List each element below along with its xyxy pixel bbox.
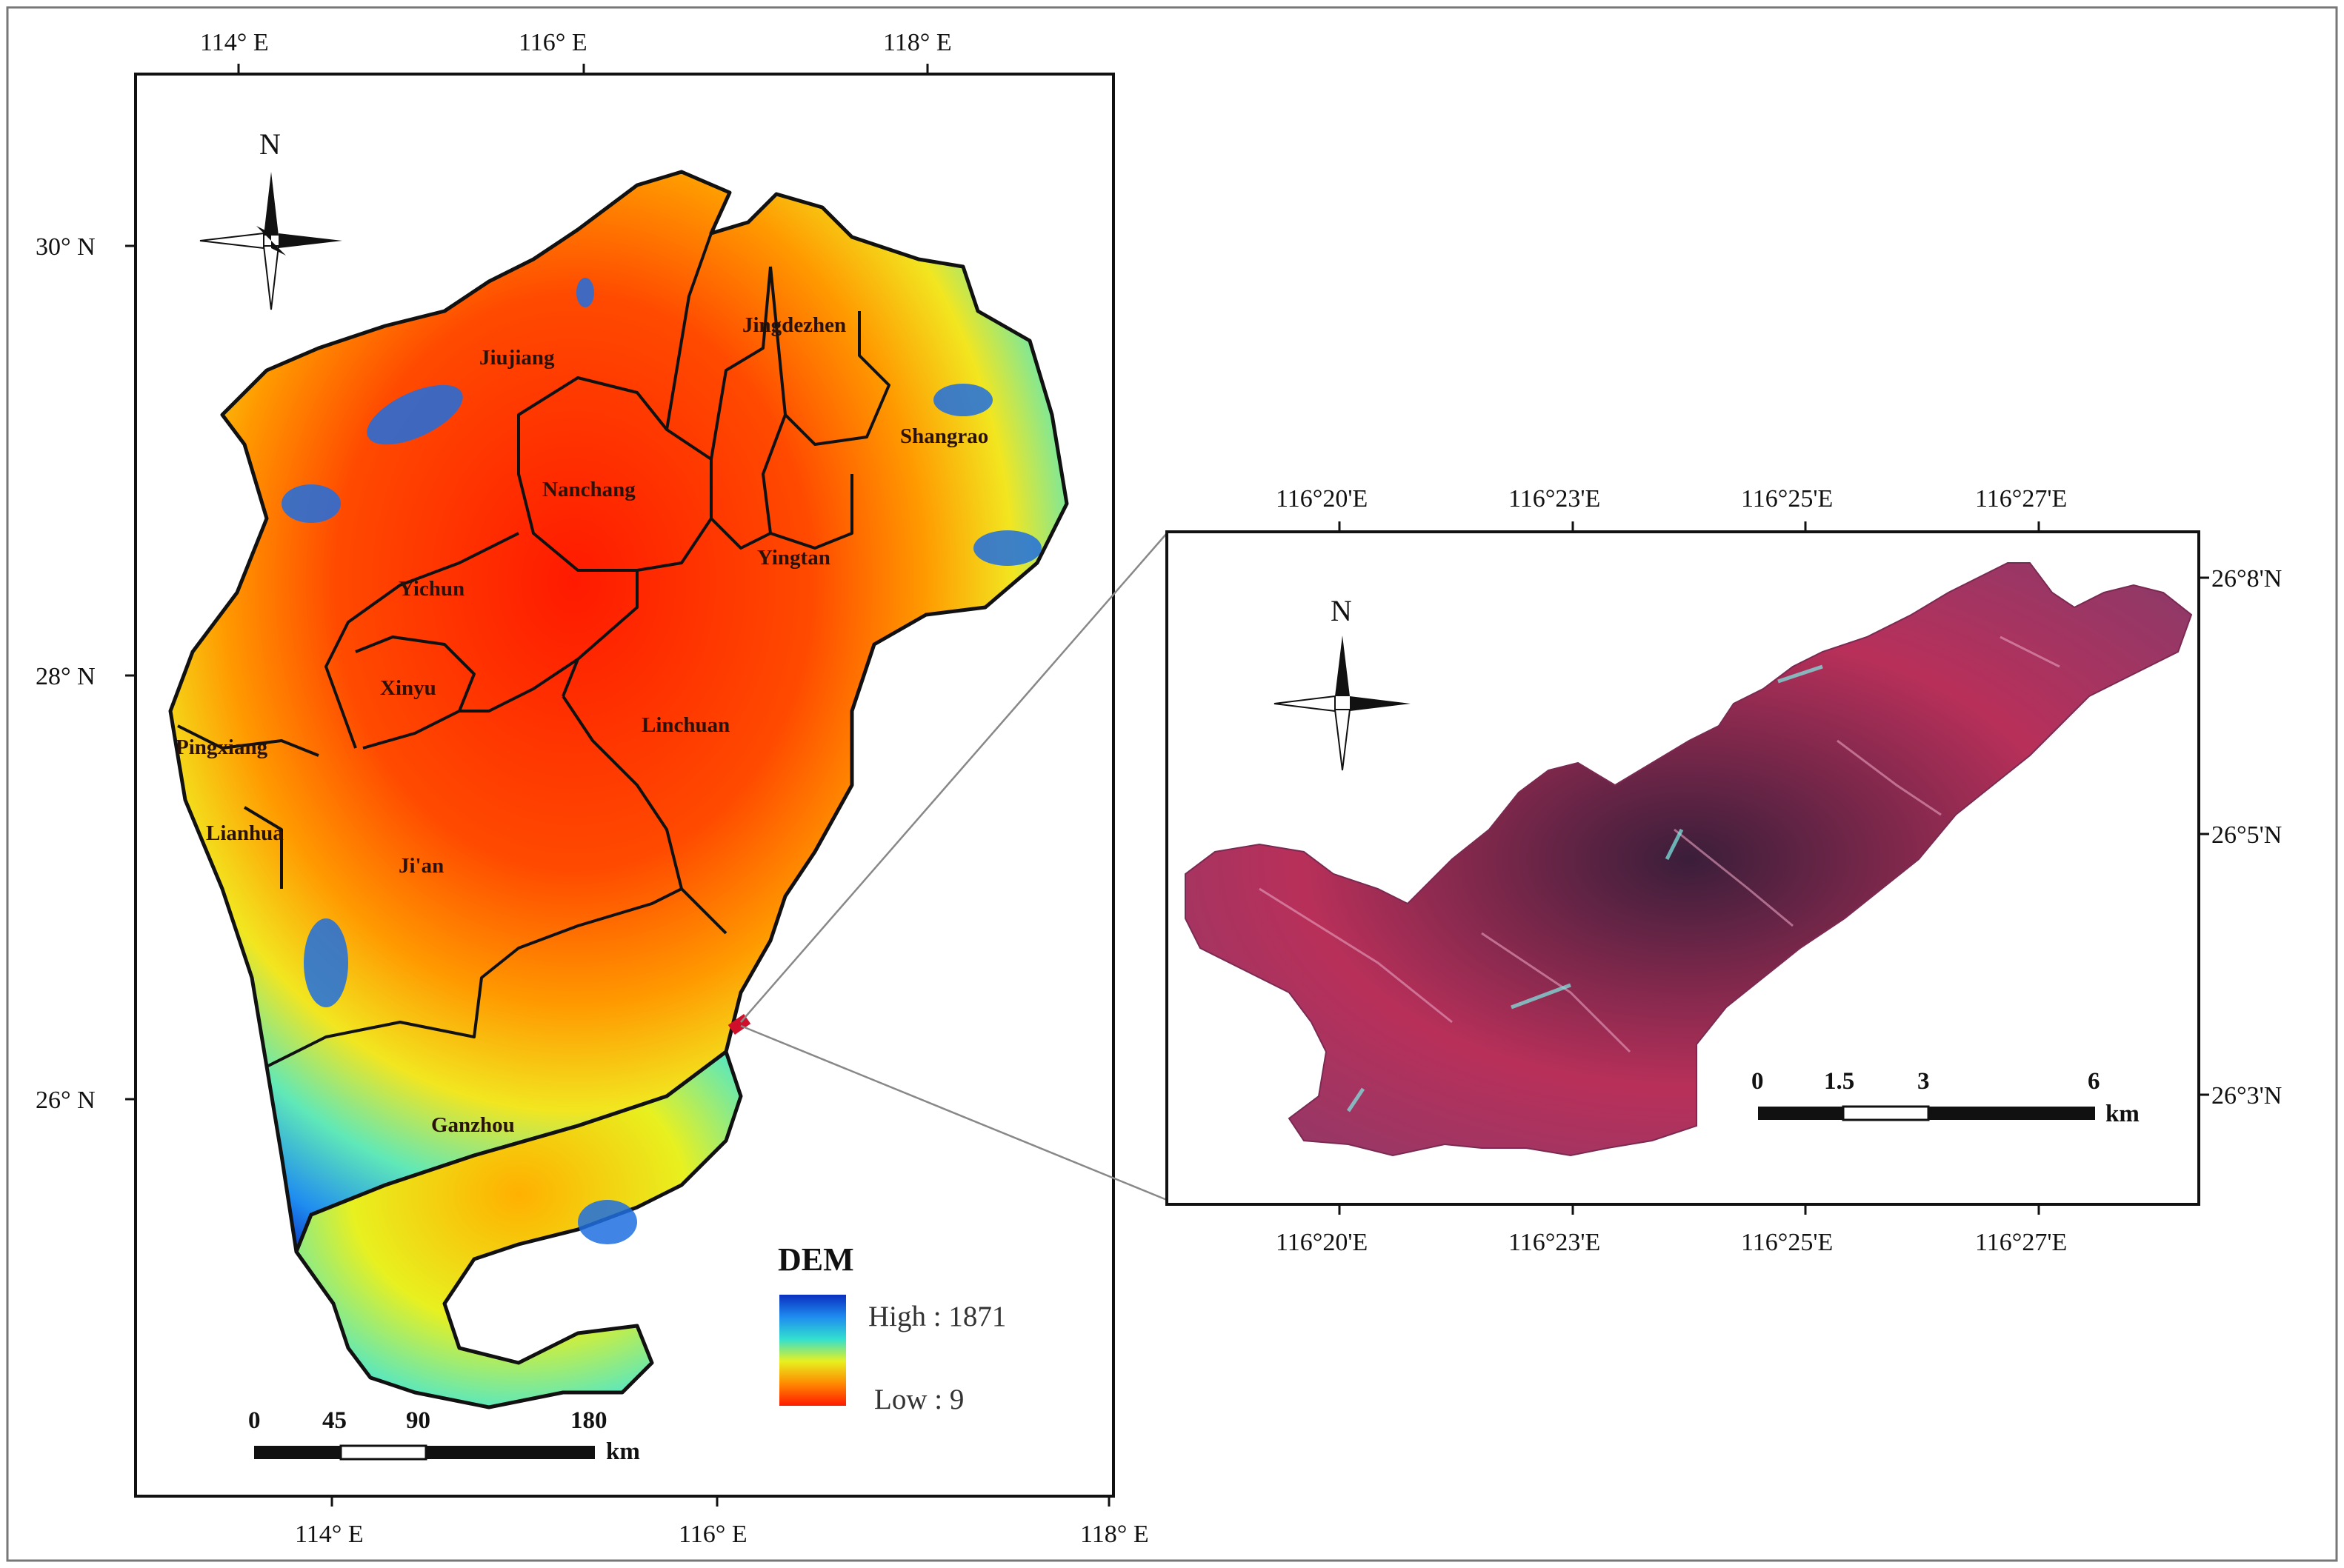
city-label-linchuan: Linchuan [642, 713, 730, 737]
main-top-lon-label-1: 116° E [519, 29, 587, 56]
city-label-yichun: Yichun [399, 577, 465, 601]
main-scale-unit: km [606, 1438, 640, 1465]
inset-scale-bar: 0 1.5 3 6 km [1751, 1068, 2140, 1127]
main-scale-tick-3: 180 [570, 1407, 607, 1434]
city-label-lianhua: Lianhua [206, 821, 284, 845]
main-bottom-lon-label-2: 118° E [1080, 1521, 1149, 1548]
inset-top-lon-label-3: 116°27'E [1975, 485, 2067, 513]
city-label-xinyu: Xinyu [380, 676, 436, 700]
inset-bottom-lon-label-1: 116°23'E [1508, 1229, 1600, 1256]
main-scale-tick-2: 90 [406, 1407, 430, 1434]
inset-north-label: N [1331, 594, 1352, 627]
main-top-lon-label-0: 114° E [200, 29, 269, 56]
inset-scale-tick-0: 0 [1751, 1068, 1764, 1095]
main-north-label: N [259, 127, 281, 161]
city-label-jingdezhen: Jingdezhen [742, 313, 846, 337]
inset-scale-unit: km [2105, 1101, 2140, 1127]
zoom-connector-lines [740, 533, 1168, 1201]
main-scale-bar: 0 45 90 180 km [248, 1407, 640, 1465]
dem-legend-low: Low : 9 [874, 1384, 964, 1415]
study-area-image [1185, 562, 2193, 1157]
main-scale-tick-0: 0 [248, 1407, 261, 1434]
inset-top-lon-label-0: 116°20'E [1276, 485, 1368, 513]
dem-legend: DEM High : 1871 Low : 9 [778, 1241, 1006, 1415]
inset-scale-tick-1: 1.5 [1824, 1068, 1854, 1095]
city-label-jian: Ji'an [399, 854, 444, 878]
inset-top-lon-label-1: 116°23'E [1508, 485, 1600, 513]
ganzhou-region [294, 1050, 743, 1409]
inset-lat-label-2: 26°3'N [2211, 1082, 2282, 1110]
study-area-marker [727, 1013, 751, 1035]
inset-lat-label-0: 26°8'N [2211, 565, 2282, 593]
city-label-nanchang: Nanchang [542, 478, 636, 501]
inset-bottom-lon-label-0: 116°20'E [1276, 1229, 1368, 1256]
inset-bottom-lon-label-3: 116°27'E [1975, 1229, 2067, 1256]
city-label-yingtan: Yingtan [757, 546, 830, 570]
main-top-lon-label-2: 118° E [883, 29, 952, 56]
main-bottom-lon-label-0: 114° E [295, 1521, 364, 1548]
inset-scale-tick-3: 6 [2088, 1068, 2100, 1095]
inset-top-lon-label-2: 116°25'E [1741, 485, 1833, 513]
inset-map: 116°20'E 116°23'E 116°25'E 116°27'E 116°… [1165, 485, 2282, 1256]
inset-lat-label-1: 26°5'N [2211, 821, 2282, 849]
main-north-arrow: N [199, 127, 342, 310]
inset-scale-tick-2: 3 [1917, 1068, 1930, 1095]
figure-outer-frame [6, 6, 2338, 1562]
dem-legend-high: High : 1871 [868, 1301, 1006, 1332]
city-label-jiujiang: Jiujiang [479, 346, 555, 370]
main-scale-tick-1: 45 [322, 1407, 347, 1434]
city-label-pingxiang: Pingxiang [176, 735, 268, 759]
dem-color-ramp [779, 1295, 846, 1406]
inset-north-arrow: N [1273, 594, 1411, 771]
main-lat-label-0: 30° N [36, 233, 96, 261]
main-lat-label-2: 26° N [36, 1087, 96, 1114]
main-lat-label-1: 28° N [36, 663, 96, 690]
main-bottom-lon-label-1: 116° E [679, 1521, 748, 1548]
inset-bottom-lon-label-2: 116°25'E [1741, 1229, 1833, 1256]
city-label-ganzhou: Ganzhou [431, 1113, 515, 1137]
city-label-shangrao: Shangrao [900, 424, 988, 448]
main-map: 114° E 116° E 118° E 114° E 116° E 118° … [36, 29, 1149, 1548]
dem-legend-title: DEM [778, 1241, 854, 1278]
